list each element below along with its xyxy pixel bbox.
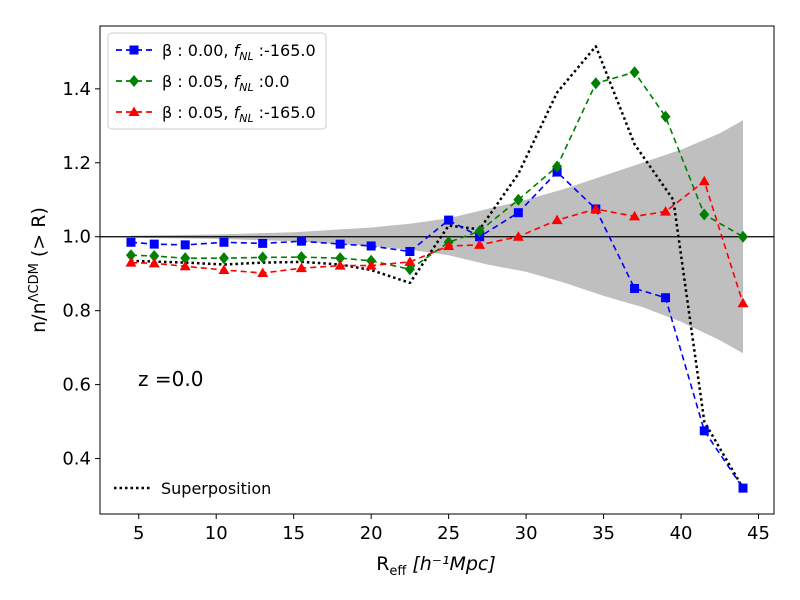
data-point-triangle [148, 257, 160, 268]
series-line-1 [130, 71, 744, 271]
x-tick-label: 45 [747, 523, 770, 544]
data-point-diamond [660, 110, 671, 123]
data-point-diamond [513, 193, 524, 206]
legend-marker-diamond [129, 75, 139, 87]
data-point-diamond [125, 249, 136, 262]
data-point-square [219, 237, 229, 247]
series-line-2 [130, 180, 744, 304]
series-line-3 [130, 45, 745, 489]
data-point-square [335, 239, 345, 249]
x-tick-label: 40 [670, 523, 693, 544]
data-point-triangle [590, 203, 602, 213]
data-point-square [661, 293, 671, 303]
data-point-square [738, 483, 748, 493]
data-point-diamond [296, 251, 307, 264]
data-point-diamond [257, 251, 268, 264]
data-point-square [444, 215, 454, 225]
data-point-diamond [552, 160, 563, 173]
y-tick-label: 0.4 [62, 449, 91, 470]
data-point-square [149, 239, 159, 249]
series-2 [125, 175, 749, 308]
legend-top: β : 0.00, fNL :-165.0 β : 0.05, fNL :0.0… [107, 32, 327, 130]
data-point-triangle [334, 260, 346, 270]
y-tick-label: 0.8 [62, 301, 91, 322]
x-axis-label-unit: [h⁻¹Mpc] [412, 553, 495, 575]
data-point-triangle [404, 256, 416, 266]
data-point-triangle [512, 231, 524, 241]
data-point-diamond [180, 252, 191, 265]
data-point-triangle [698, 175, 710, 186]
data-point-square [180, 240, 190, 250]
y-tick-label: 1.4 [62, 79, 91, 100]
legend-top-box [107, 32, 327, 130]
data-point-diamond [590, 77, 601, 90]
data-point-square [126, 237, 136, 247]
y-tick-label: 0.6 [62, 375, 91, 396]
data-point-triangle [295, 262, 307, 273]
legend-bottom: Superposition [114, 479, 271, 498]
data-point-triangle [257, 267, 269, 277]
y-axis-label-sup: ΛCDM [27, 263, 42, 302]
x-axis-label-sub: eff [389, 564, 407, 579]
x-tick-label: 35 [592, 523, 615, 544]
y-axis-label-suffix: (> R) [28, 207, 50, 263]
legend-label-red: β : 0.05, fNL :-165.0 [162, 103, 316, 125]
data-point-triangle [629, 210, 641, 221]
data-point-square [258, 238, 268, 248]
x-tick-label: 5 [133, 523, 144, 544]
data-point-triangle [551, 214, 563, 225]
data-point-diamond [474, 225, 485, 238]
data-point-triangle [660, 206, 672, 216]
data-point-triangle [218, 264, 230, 274]
data-point-square [405, 247, 415, 257]
legend-marker-triangle [128, 106, 140, 116]
y-tick-label: 1.2 [62, 153, 91, 174]
x-tick-label: 10 [205, 523, 228, 544]
x-tick-label: 25 [437, 523, 460, 544]
legend-label-green: β : 0.05, fNL :0.0 [162, 72, 290, 94]
legend-marker-square [129, 45, 139, 55]
x-axis-label-main: R [376, 553, 389, 575]
x-tick-label: 20 [360, 523, 383, 544]
ticks-layer: 5 10 15 20 25 30 35 40 45 0.4 0.6 0.8 1.0 1.2 1.4 [62, 79, 770, 544]
data-point-square [513, 208, 523, 218]
legend-label-superposition: Superposition [161, 479, 271, 498]
data-point-triangle [474, 239, 486, 249]
data-point-square [699, 426, 709, 436]
data-point-triangle [365, 260, 377, 270]
data-point-triangle [737, 297, 749, 308]
x-tick-label: 15 [282, 523, 305, 544]
series-3 [130, 45, 745, 489]
y-tick-label: 1.0 [62, 227, 91, 248]
x-axis-label: Reff [h⁻¹Mpc] [376, 553, 496, 579]
data-point-diamond [738, 230, 749, 243]
series-line-0 [130, 171, 744, 489]
data-point-square [366, 241, 376, 251]
data-point-triangle [125, 257, 137, 267]
data-point-square [296, 236, 306, 246]
y-axis-label-main: n/n [28, 302, 50, 333]
data-point-triangle [443, 240, 455, 250]
annotation-redshift: z =0.0 [138, 367, 203, 391]
series-layer [125, 45, 749, 493]
legend-label-blue: β : 0.00, fNL :-165.0 [162, 41, 316, 63]
data-point-square [630, 283, 640, 293]
data-point-diamond [404, 263, 415, 276]
series-1 [125, 66, 749, 276]
data-point-triangle [179, 260, 191, 271]
y-axis-label: n/nΛCDM (> R) [27, 207, 50, 333]
plot-frame [99, 25, 775, 515]
data-point-diamond [629, 66, 640, 79]
data-point-diamond [149, 249, 160, 262]
data-point-diamond [699, 208, 710, 221]
x-tick-label: 30 [515, 523, 538, 544]
data-point-diamond [335, 252, 346, 265]
data-point-diamond [218, 252, 229, 265]
